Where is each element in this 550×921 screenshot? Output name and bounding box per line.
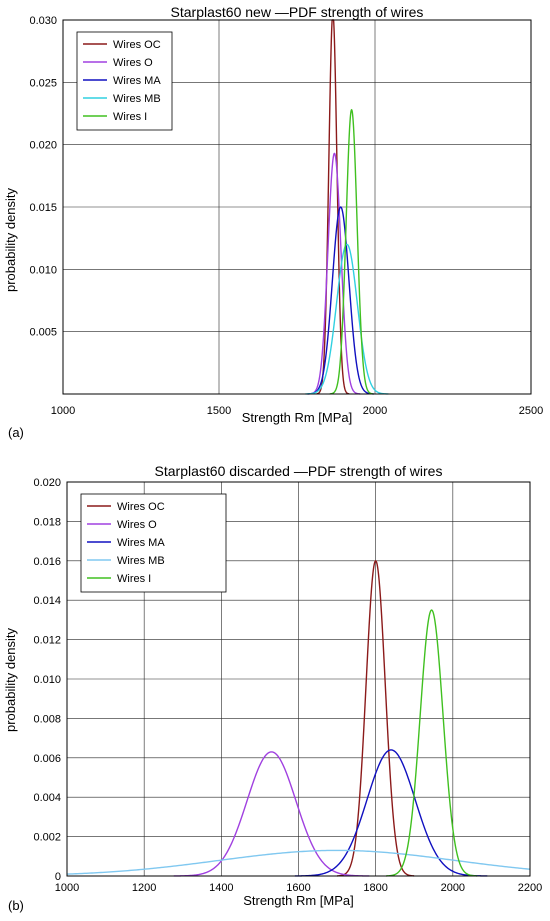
legend-entry: Wires O [117,519,157,531]
series-line-wires-o [173,751,370,877]
y-tick-label: 0.010 [29,264,57,276]
x-tick-label: 2200 [518,882,542,894]
y-tick-label: 0.012 [33,635,61,647]
chart-title: Starplast60 new —PDF strength of wires [171,4,424,20]
x-axis-label: Strength Rm [MPa] [243,893,354,908]
chart-panel-b: 1000 1200 1400 1600 1800 2000 2200 0 0.002 0.004 0… [3,463,542,913]
y-tick-label: 0 [55,871,61,883]
y-tick-label: 0.018 [33,516,61,528]
x-tick-label: 1200 [132,882,156,894]
y-axis-label: probability density [3,627,18,732]
y-tick-label: 0.010 [33,674,61,686]
x-tick-label: 2000 [363,405,387,417]
y-tick-label: 0.020 [29,140,57,152]
axes-frame [62,19,532,395]
x-tick-label: 2000 [441,882,465,894]
legend-entry: Wires O [113,57,153,69]
y-tick-label: 0.004 [33,792,61,804]
y-axis-label: probability density [3,187,18,292]
y-tick-label: 0.006 [33,753,61,765]
series-line-wires-ma [294,749,488,877]
x-tick-label: 1000 [55,882,79,894]
y-tick-label: 0.020 [33,477,61,489]
chart-title: Starplast60 discarded —PDF strength of w… [155,463,443,479]
panel-label: (a) [8,425,24,440]
x-axis-label: Strength Rm [MPa] [242,410,353,425]
panel-label: (b) [8,898,24,913]
y-tick-label: 0.014 [33,595,61,607]
legend-box [76,31,173,131]
y-tick-label: 0.030 [29,15,57,27]
axes-frame [66,481,531,877]
series-line-wires-i [329,108,374,395]
legend-entry: Wires MA [117,537,165,549]
y-tick-label: 0.015 [29,202,57,214]
y-tick-label: 0.002 [33,832,61,844]
legend-entry: Wires OC [117,501,165,513]
series-line-wires-ma [307,206,374,395]
legend-entry: Wires MB [117,555,165,567]
legend-entry: Wires I [113,111,147,123]
x-tick-label: 1400 [209,882,233,894]
x-tick-label: 1600 [286,882,310,894]
legend-entry: Wires I [117,573,151,585]
x-tick-label: 1500 [207,405,231,417]
x-tick-label: 2500 [519,405,543,417]
y-tick-label: 0.025 [29,77,57,89]
series-line-wires-o [308,152,361,395]
series-line-wires-mb [66,849,531,875]
x-tick-label: 1000 [51,405,75,417]
legend-entry: Wires OC [113,39,161,51]
series-line-wires-mb [305,243,389,395]
y-tick-label: 0.016 [33,556,61,568]
chart-panel-a: 1000 1500 2000 2500 0.005 0.010 0.015 0.020 0.02… [3,4,543,440]
series-line-wires-i [385,609,478,877]
y-tick-label: 0.008 [33,713,61,725]
y-tick-label: 0.005 [29,327,57,339]
legend-entry: Wires MB [113,93,161,105]
legend-entry: Wires MA [113,75,161,87]
legend-box [80,493,227,593]
x-tick-label: 1800 [363,882,387,894]
